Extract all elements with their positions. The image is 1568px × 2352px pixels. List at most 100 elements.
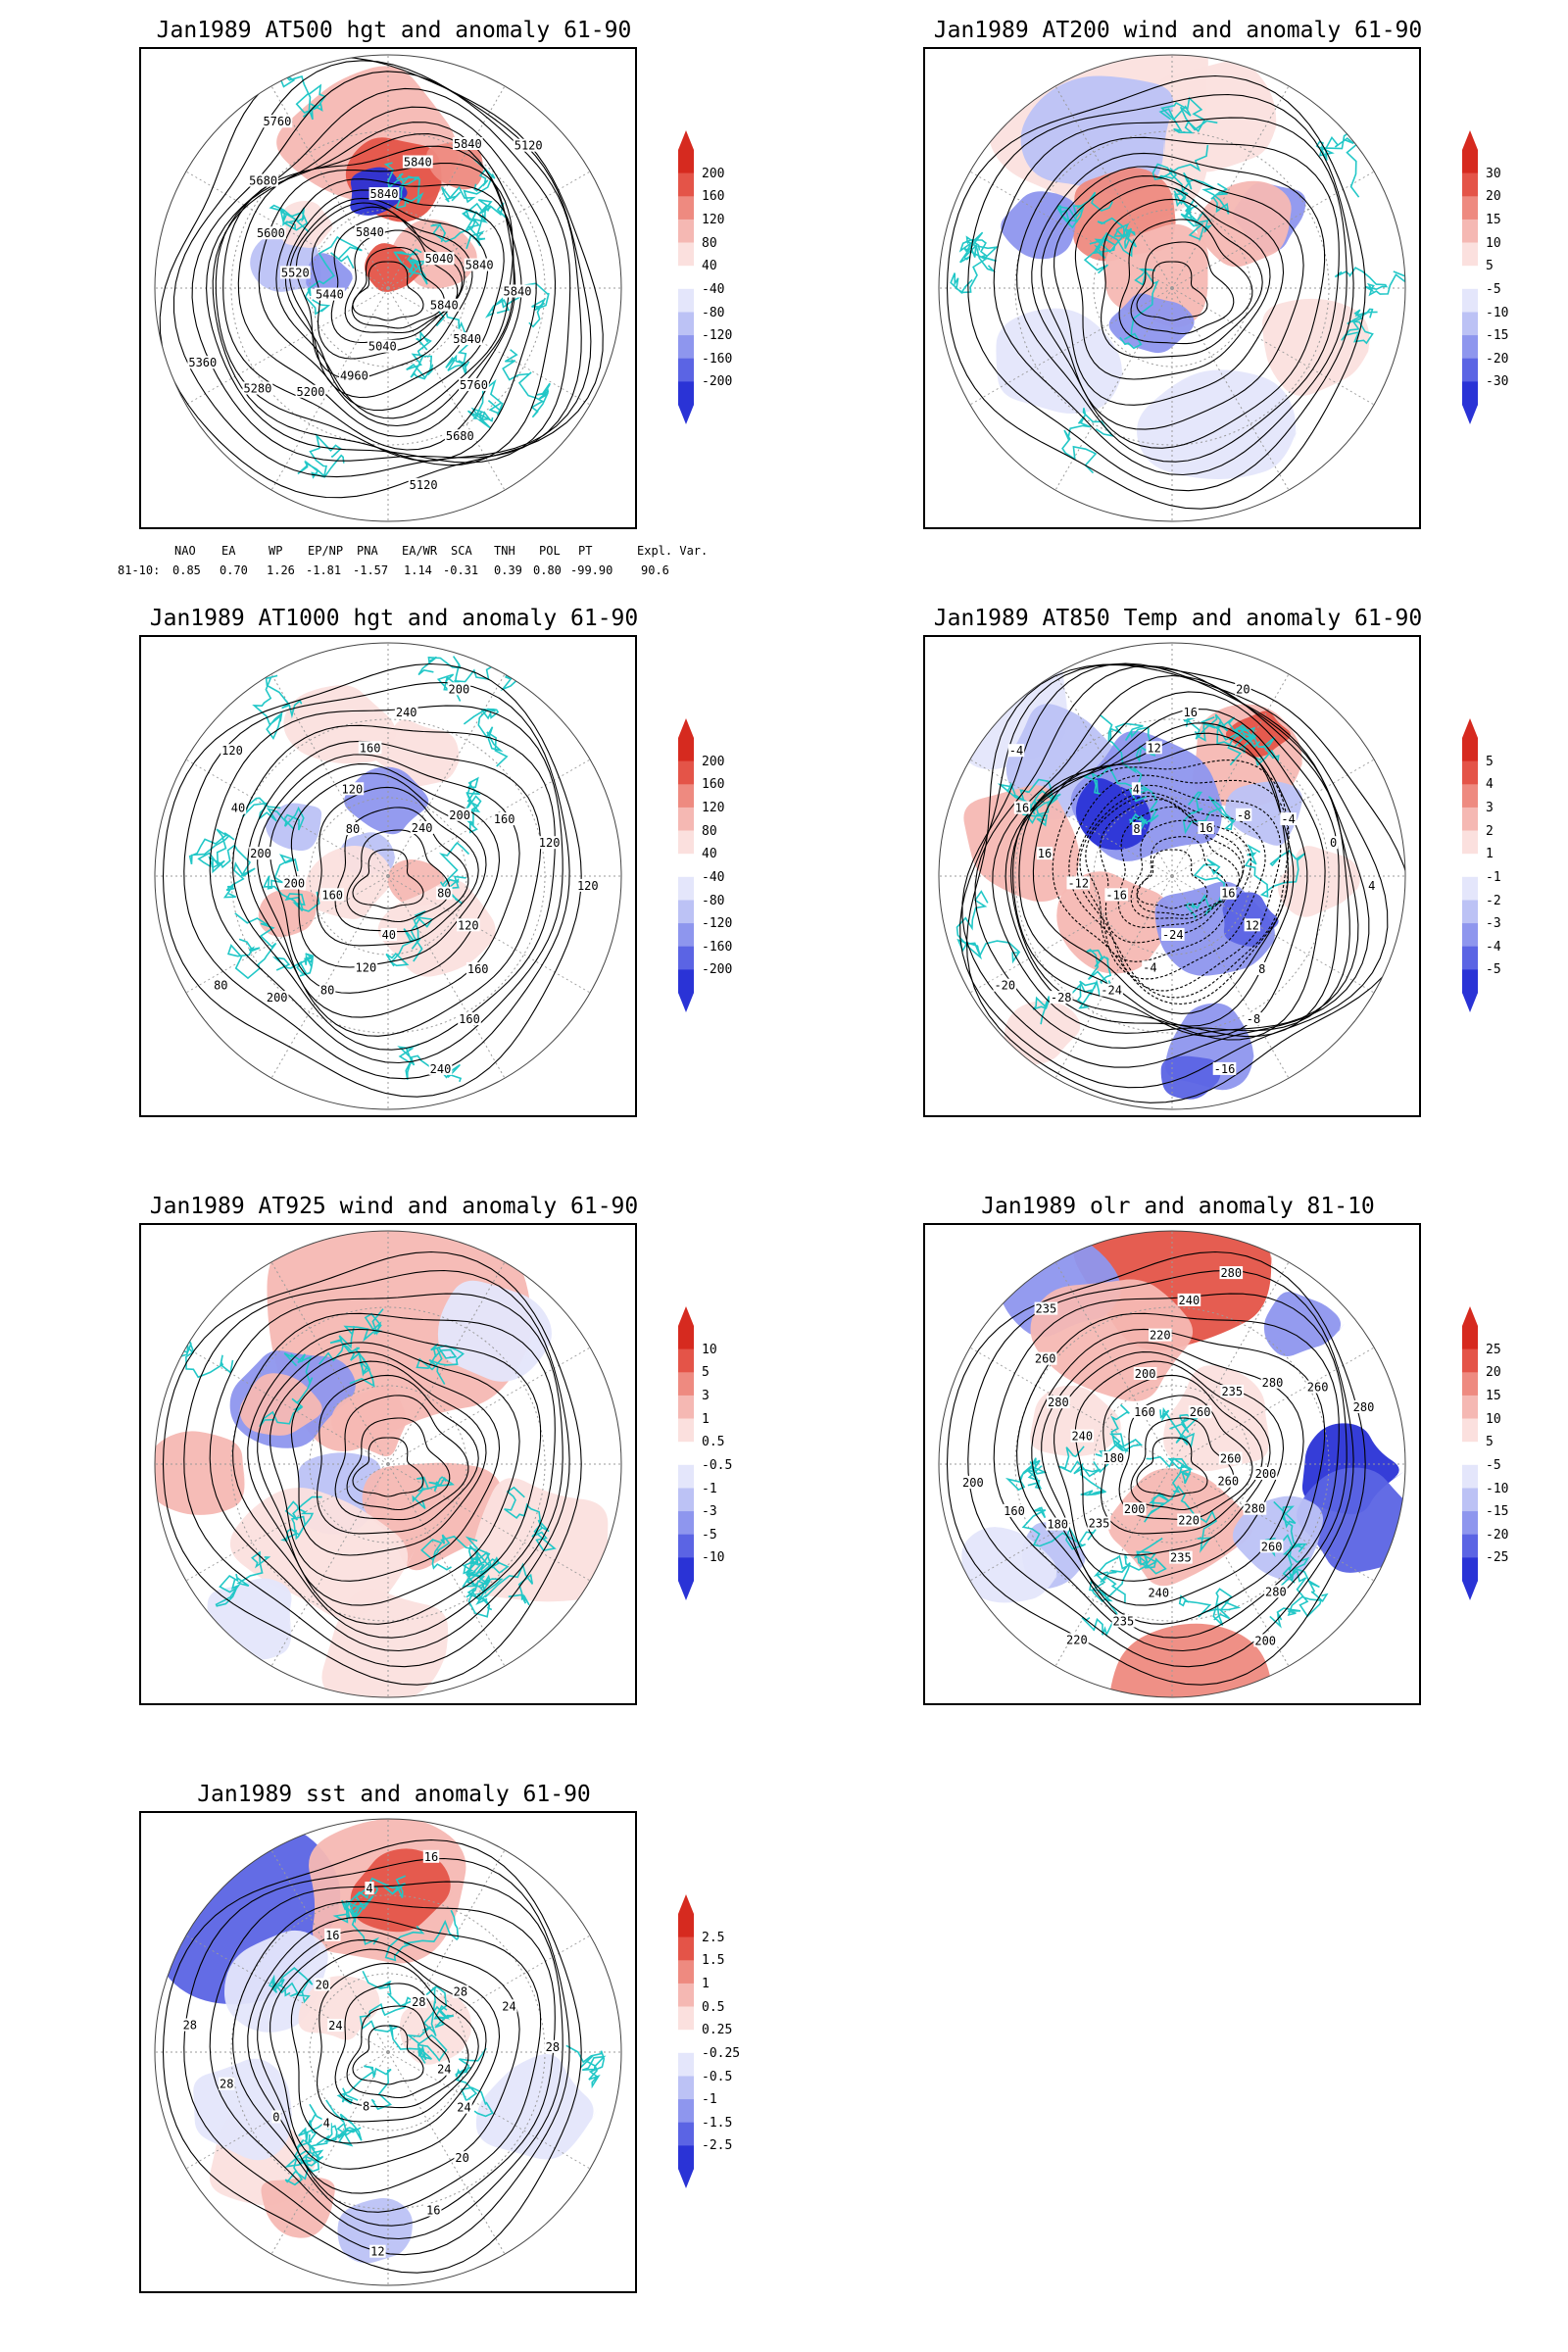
colorbar-segment [1462, 172, 1478, 197]
colorbar-bottom-arrow [678, 993, 694, 1012]
coastline [958, 231, 1000, 272]
coastline [385, 909, 434, 967]
contour-line [1041, 166, 1304, 430]
index-header-eawr: EA/WR [402, 544, 438, 558]
contour-line [275, 178, 514, 419]
colorbar-tick-label: -10 [702, 1550, 725, 1566]
contour-label: 260 [1220, 1451, 1242, 1465]
colorbar-tick-label: 40 [702, 259, 717, 274]
colorbar-tick-label: 15 [1486, 212, 1501, 227]
contour-label: 220 [1066, 1633, 1088, 1646]
coastline [1174, 172, 1230, 215]
colorbar-segment [1462, 1326, 1478, 1350]
index-header-pna: PNA [357, 544, 378, 558]
colorbar-segment [678, 1983, 694, 2007]
contour-label: 280 [1048, 1396, 1069, 1409]
contour-line [209, 1293, 564, 1652]
colorbar-tick-label: -80 [702, 893, 725, 908]
contour-label: 120 [458, 918, 479, 932]
contour-label: 80 [214, 979, 227, 993]
coastline [336, 2065, 393, 2111]
contour-label: -4 [1281, 812, 1295, 826]
contour-line [183, 681, 570, 1080]
contour-label: 200 [962, 1476, 984, 1490]
anomaly-shading [996, 308, 1125, 415]
colorbar-segment [678, 2006, 694, 2031]
coastline [283, 2138, 323, 2173]
contour-line [317, 1374, 479, 1535]
colorbar-tick-label: 2 [1486, 823, 1494, 839]
contour-line [232, 1312, 556, 1639]
contour-label: 200 [1135, 1367, 1156, 1381]
colorbar-top-arrow [678, 1306, 694, 1326]
anomaly-shading [330, 1385, 409, 1457]
anomaly-shading [1277, 846, 1363, 917]
map-layer: 80 120 160 160 240 40 120 80 200 80 160 200 200 40 120… [155, 643, 621, 1109]
contour-label: 220 [1178, 1514, 1200, 1528]
contour-label: -24 [1162, 928, 1184, 942]
colorbar-segment [678, 2030, 694, 2054]
contour-label: 180 [1047, 1518, 1068, 1532]
colorbar-segment [1462, 381, 1478, 406]
anomaly-shading [239, 1373, 327, 1436]
contour-line [183, 1269, 570, 1668]
colorbar-tick-label: -15 [1486, 328, 1509, 344]
contour-label: 5840 [430, 299, 459, 313]
contour-label: 260 [1035, 1352, 1056, 1366]
contour-label: -16 [1214, 1062, 1236, 1076]
colorbar-bottom-arrow [1462, 1581, 1478, 1600]
map-frame: 260 280 260 280 200 220 235 240 235 220 200 235 180 1… [923, 1223, 1421, 1705]
contour-label: 80 [437, 887, 451, 901]
index-header-nao: NAO [174, 544, 196, 558]
colorbar-bottom-arrow [678, 1581, 694, 1600]
contour-label: 5840 [454, 137, 482, 151]
contour-line [270, 763, 501, 994]
panel-title: Jan1989 AT925 wind and anomaly 61-90 [149, 1194, 639, 1219]
coastline [263, 854, 320, 912]
contour-label: 260 [1217, 1475, 1239, 1489]
contour-line [295, 202, 473, 380]
contour-label: 5840 [404, 156, 432, 170]
colorbar-segment [678, 335, 694, 360]
coastline [455, 2047, 494, 2118]
contour-line [1101, 198, 1263, 359]
contour-line [1016, 1312, 1340, 1639]
colorbar-tick-label: 15 [1486, 1388, 1501, 1403]
colorbar-tick-label: -3 [702, 1504, 717, 1520]
contour-label: 5280 [243, 382, 271, 396]
colorbar-segment [1462, 854, 1478, 878]
colorbar-segment [678, 172, 694, 197]
contour-line [257, 1930, 520, 2194]
panel-at500-hgt: Jan1989 AT500 hgt and anomaly 61-90 5840… [139, 18, 904, 566]
coastline [284, 2134, 330, 2186]
coastline [1091, 1554, 1131, 1604]
colorbar-segment [678, 1960, 694, 1984]
colorbar-segment [1462, 150, 1478, 174]
index-header-pt: PT [578, 544, 593, 558]
contour-label: 200 [250, 847, 271, 860]
colorbar-segment [678, 219, 694, 243]
contour-line [974, 664, 1359, 1049]
colorbar-bottom-arrow [678, 2169, 694, 2188]
contour-line [1010, 709, 1326, 1041]
coastline [1144, 1485, 1218, 1553]
coastline [1184, 858, 1226, 919]
contour-label: 24 [457, 2101, 470, 2115]
anomaly-shading [1030, 1279, 1200, 1401]
polar-map [154, 1230, 622, 1698]
contour-label: 200 [1124, 1502, 1146, 1516]
colorbar-segment [1462, 266, 1478, 290]
contour-label: -8 [1237, 808, 1250, 822]
contour-label: -4 [1143, 960, 1156, 974]
contour-label: 5520 [281, 266, 310, 279]
contour-line [162, 1838, 582, 2274]
index-header-explvar: Expl. Var. [637, 544, 709, 558]
colorbar-segment [678, 1418, 694, 1443]
colorbar-tick-label: -120 [702, 916, 733, 932]
anomaly-shading [365, 243, 424, 292]
contour-line [206, 87, 571, 464]
colorbar-tick-label: -160 [702, 351, 733, 367]
colorbar: 2.5 1.5 1 0.5 0.25 -0.25 -0.5 -1 -1.5 -2.5 [674, 1894, 821, 2188]
anomaly-shading [1263, 1292, 1346, 1357]
contour-label: 5120 [410, 478, 438, 492]
